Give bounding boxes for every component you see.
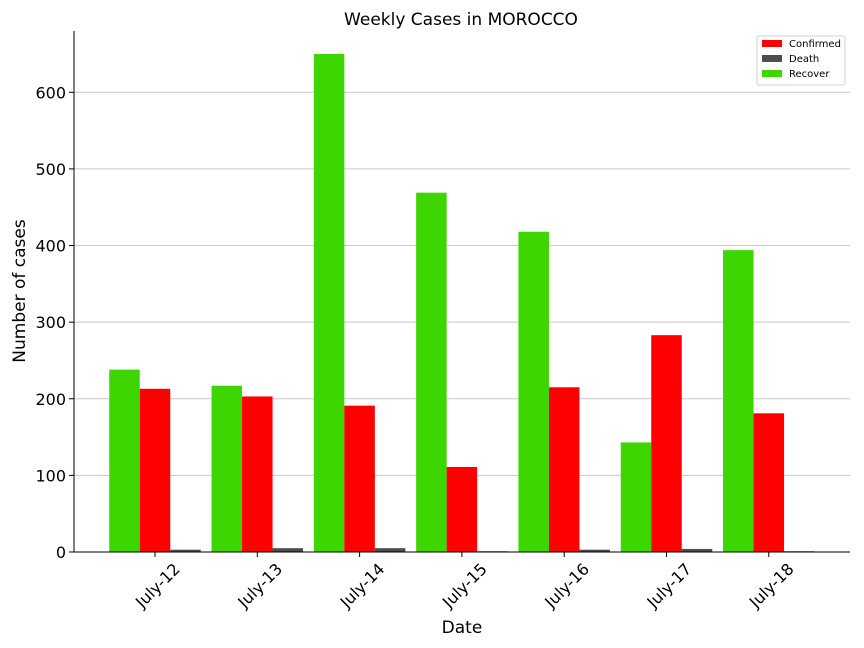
bar-confirmed-july-14 (344, 405, 375, 552)
legend-swatch-recover (762, 70, 782, 77)
chart-title: Weekly Cases in MOROCCO (344, 10, 578, 30)
x-tick-label: July-15 (438, 559, 491, 612)
bar-death-july-14 (374, 548, 406, 552)
x-tick-label: July-12 (131, 559, 184, 612)
bars (109, 53, 815, 553)
bar-death-july-12 (170, 549, 201, 552)
bar-recover-july-12 (109, 369, 140, 552)
gridlines (74, 91, 850, 476)
bar-recover-july-17 (620, 442, 652, 552)
x-tick-label: July-18 (745, 559, 798, 612)
bar-recover-july-15 (416, 192, 447, 552)
bar-death-july-16 (579, 549, 610, 552)
y-axis-ticks: 0 100 200 300 400 500 600 (35, 83, 74, 562)
bar-confirmed-july-17 (651, 335, 682, 552)
y-tick-label: 200 (35, 390, 66, 409)
bar-confirmed-july-12 (139, 388, 171, 552)
x-tick-label: July-14 (336, 559, 389, 612)
bar-recover-july-14 (313, 53, 345, 553)
legend-label-confirmed: Confirmed (789, 39, 841, 50)
bar-death-july-17 (681, 548, 713, 552)
bar-confirmed-july-18 (753, 413, 785, 552)
x-tick-label: July-13 (233, 559, 286, 612)
bar-recover-july-18 (723, 250, 754, 552)
y-axis-label: Number of cases (10, 219, 30, 363)
bar-death-july-13 (272, 548, 304, 552)
legend-label-recover: Recover (789, 69, 830, 80)
y-tick-label: 0 (56, 543, 66, 562)
x-tick-label: July-17 (643, 559, 696, 612)
legend-swatch-confirmed (762, 40, 782, 47)
bar-confirmed-july-15 (446, 466, 478, 552)
bar-confirmed-july-16 (548, 387, 580, 552)
bar-confirmed-july-13 (242, 396, 273, 552)
x-axis-ticks: July-12 July-13 July-14 July-15 July-16 July-… (131, 552, 798, 612)
y-tick-label: 400 (35, 237, 66, 256)
legend: Confirmed Death Recover (756, 35, 846, 86)
x-tick-label: July-16 (540, 559, 593, 612)
bar-recover-july-16 (518, 231, 549, 553)
legend-label-death: Death (789, 54, 819, 65)
y-tick-label: 600 (35, 83, 66, 102)
x-axis-label: Date (442, 618, 483, 638)
y-tick-label: 500 (35, 160, 66, 179)
bar-recover-july-13 (211, 385, 243, 552)
y-tick-label: 300 (35, 313, 66, 332)
y-tick-label: 100 (35, 466, 66, 485)
legend-swatch-death (762, 55, 782, 62)
